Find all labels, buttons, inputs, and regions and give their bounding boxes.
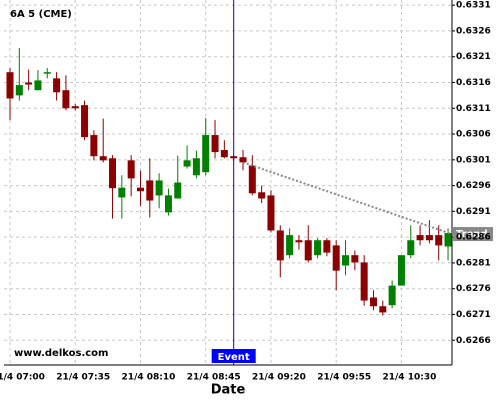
event-label-box: [211, 349, 256, 363]
y-tick-label: 0.6276: [456, 284, 491, 294]
x-tick-label: 21/4 07:00: [0, 373, 45, 383]
watermark: www.delkos.com: [14, 348, 108, 359]
candle-body: [323, 240, 331, 253]
x-axis-label: Date: [211, 383, 246, 398]
y-tick-label: 0.6321: [456, 52, 491, 62]
y-tick-label: 0.6301: [456, 155, 491, 165]
candle-body: [286, 235, 294, 256]
y-tick-label: 0.6311: [456, 104, 491, 114]
candle-body: [258, 192, 266, 199]
candle-body: [34, 80, 42, 91]
y-tick-label: 0.6286: [456, 233, 491, 243]
candle-body: [267, 195, 275, 231]
candle-body: [276, 230, 284, 261]
y-tick-label: 0.6271: [456, 310, 491, 320]
candle-body: [444, 233, 452, 247]
candle-body: [295, 240, 303, 243]
candle-body: [174, 182, 182, 199]
candle-body: [342, 255, 350, 266]
trend-label-box: [453, 227, 493, 242]
candle-body: [118, 187, 126, 198]
candle-body: [81, 105, 89, 138]
candle-body: [62, 90, 70, 109]
candle-body: [304, 240, 312, 261]
candle-body: [388, 285, 396, 306]
candle-body: [332, 245, 340, 271]
x-tick-label: 21/4 08:10: [122, 373, 176, 383]
y-tick-label: 0.6306: [456, 130, 491, 140]
candle-body: [6, 72, 14, 99]
candle-body: [90, 135, 98, 157]
candle-body: [397, 255, 405, 286]
candle-body: [99, 156, 107, 161]
trend-label: Trend: [456, 229, 488, 240]
y-tick-label: 0.6266: [456, 336, 491, 346]
candle-body: [192, 158, 200, 176]
candle-body: [43, 72, 51, 74]
candle-body: [25, 82, 33, 85]
x-tick-label: 21/4 08:45: [187, 373, 241, 383]
candle-body: [146, 180, 154, 201]
candle-body: [351, 255, 359, 263]
candle-body: [164, 195, 172, 213]
candle-body: [136, 187, 144, 192]
trend-line: [242, 161, 453, 235]
candle-body: [379, 306, 387, 313]
candle-body: [211, 135, 219, 153]
overlays: Trend Event: [211, 0, 493, 365]
candle-body: [239, 157, 247, 163]
chart-title: 6A 5 (CME): [10, 9, 72, 20]
x-tick-label: 21/4 07:35: [56, 373, 110, 383]
candle-body: [425, 235, 433, 241]
x-tick-label: 21/4 09:55: [317, 373, 371, 383]
plot-area: [4, 0, 452, 365]
x-tick-label: 21/4 09:20: [252, 373, 306, 383]
candle-body: [435, 235, 443, 246]
candle-body: [248, 165, 256, 194]
candle-body: [109, 158, 117, 189]
y-tick-label: 0.6326: [456, 26, 491, 36]
candle-body: [15, 85, 23, 96]
candle-body: [369, 297, 377, 307]
candle-body: [127, 160, 135, 179]
candle-body: [155, 180, 163, 196]
y-tick-label: 0.6316: [456, 78, 491, 88]
candle-body: [183, 160, 191, 167]
candle-body: [416, 235, 424, 241]
candle-body: [220, 150, 228, 158]
candles: [6, 47, 452, 316]
y-tick-label: 0.6331: [456, 1, 491, 11]
grid: [4, 0, 455, 365]
y-tick-label: 0.6296: [456, 181, 491, 191]
event-label: Event: [218, 352, 250, 363]
y-tick-label: 0.6281: [456, 258, 491, 268]
candle-body: [202, 135, 210, 173]
candle-body: [53, 78, 61, 93]
y-tick-label: 0.6291: [456, 207, 491, 217]
candle-body: [71, 106, 79, 109]
candle-body: [314, 240, 322, 256]
candle-body: [360, 262, 368, 301]
candle-body: [407, 240, 415, 256]
x-tick-label: 21/4 10:30: [383, 373, 437, 383]
